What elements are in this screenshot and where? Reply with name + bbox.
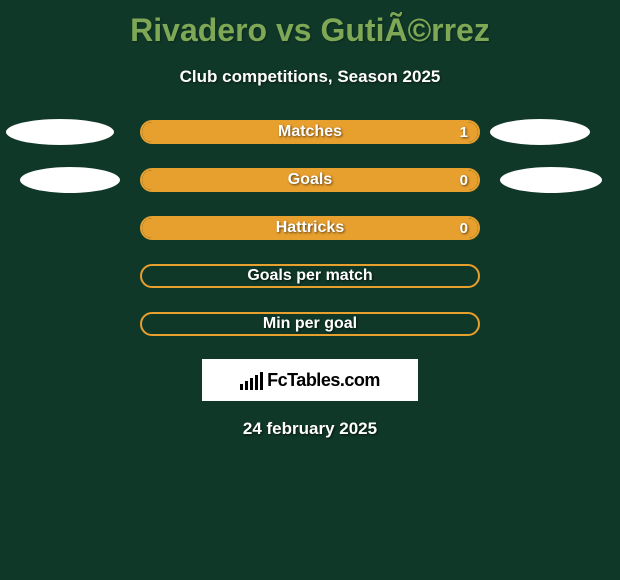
stat-label: Matches: [278, 123, 342, 141]
stat-value: 1: [460, 124, 468, 141]
stat-value: 0: [460, 220, 468, 237]
fctables-logo[interactable]: FcTables.com: [202, 359, 418, 401]
stat-label: Hattricks: [276, 219, 344, 237]
stat-row-matches: Matches 1: [0, 119, 620, 145]
stat-row-min-per-goal: Min per goal: [0, 311, 620, 337]
comparison-date: 24 february 2025: [0, 419, 620, 439]
comparison-subtitle: Club competitions, Season 2025: [0, 67, 620, 87]
bars-icon: [240, 370, 263, 390]
stat-label: Min per goal: [263, 315, 357, 333]
stats-container: Matches 1 Goals 0 Hattricks 0 Goals per …: [0, 119, 620, 337]
stat-label: Goals per match: [247, 267, 372, 285]
comparison-title: Rivadero vs GutiÃ©rrez: [0, 0, 620, 49]
stat-row-goals-per-match: Goals per match: [0, 263, 620, 289]
stat-label: Goals: [288, 171, 332, 189]
stat-row-goals: Goals 0: [0, 167, 620, 193]
stat-bar: Min per goal: [140, 312, 480, 336]
stat-row-hattricks: Hattricks 0: [0, 215, 620, 241]
logo-text: FcTables.com: [267, 370, 380, 391]
stat-value: 0: [460, 172, 468, 189]
stat-bar: Matches 1: [140, 120, 480, 144]
stat-bar: Goals 0: [140, 168, 480, 192]
logo-content: FcTables.com: [240, 370, 380, 391]
stat-bar: Goals per match: [140, 264, 480, 288]
stat-bar: Hattricks 0: [140, 216, 480, 240]
